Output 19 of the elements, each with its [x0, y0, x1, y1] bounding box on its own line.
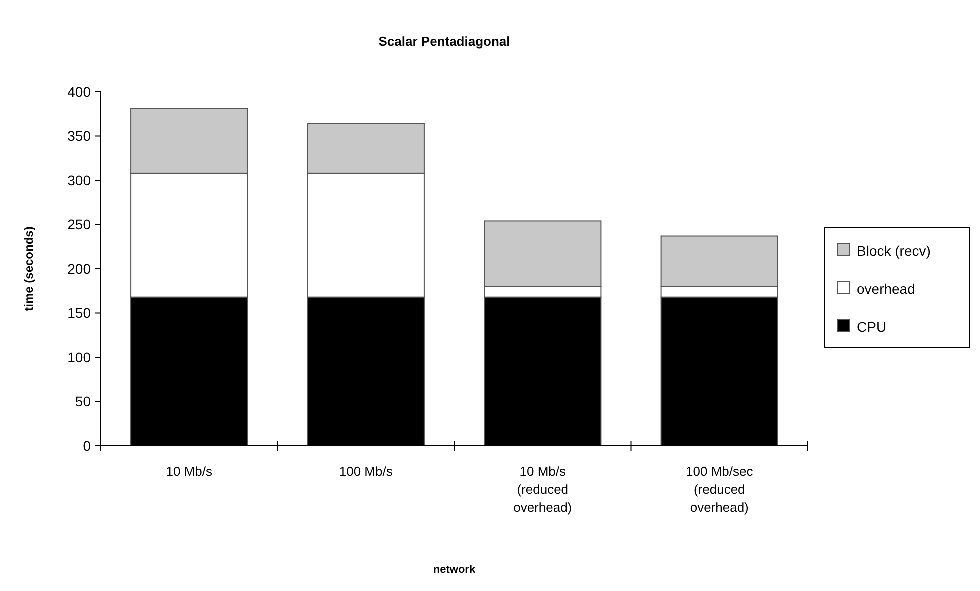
y-tick-label: 350: [68, 128, 92, 144]
x-tick-label: 100 Mb/s: [339, 464, 394, 479]
legend-label: CPU: [857, 319, 887, 335]
y-tick-label: 0: [83, 438, 92, 454]
y-tick-label: 300: [68, 172, 92, 188]
y-axis-title: time (seconds): [22, 226, 36, 312]
chart-title: Scalar Pentadiagonal: [378, 34, 510, 49]
y-tick-label: 50: [75, 394, 92, 410]
x-tick-label: 10 Mb/s: [166, 464, 213, 479]
x-tick-label: 10 Mb/s (reduced overhead): [514, 464, 572, 515]
y-tick-label: 150: [68, 305, 92, 322]
y-tick-label: 400: [68, 84, 92, 100]
y-tick-label: 200: [68, 260, 92, 277]
y-tick-label: 250: [68, 216, 92, 233]
y-tick-label: 100: [68, 349, 92, 366]
legend-label: overhead: [857, 281, 916, 297]
legend-label: Block (recv): [857, 243, 931, 259]
x-axis-title: network: [433, 564, 476, 576]
x-tick-label: 100 Mb/sec (reduced overhead): [686, 464, 754, 515]
